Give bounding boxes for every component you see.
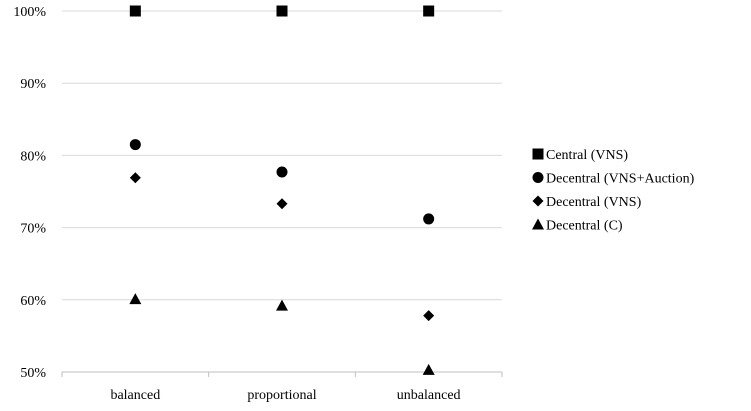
data-point-square bbox=[423, 5, 435, 17]
legend-entry: Decentral (VNS+Auction) bbox=[532, 172, 695, 187]
y-tick-label: 60% bbox=[20, 294, 46, 309]
legend: Central (VNS) Decentral (VNS+Auction) Dece… bbox=[532, 148, 695, 234]
data-point-triangle bbox=[276, 299, 288, 311]
x-tick-label: proportional bbox=[247, 388, 316, 403]
legend-label: Central (VNS) bbox=[546, 148, 628, 163]
x-axis-tick-labels: balanced proportional unbalanced bbox=[110, 388, 460, 403]
y-tick-label: 100% bbox=[13, 5, 46, 20]
y-axis-tick-labels: 50% 60% 70% 80% 90% 100% bbox=[13, 5, 46, 381]
data-point-circle bbox=[423, 213, 435, 225]
legend-label: Decentral (C) bbox=[546, 219, 623, 234]
gridlines bbox=[61, 10, 503, 377]
data-point-triangle bbox=[129, 293, 142, 305]
y-tick-label: 50% bbox=[20, 366, 46, 381]
legend-marker-circle bbox=[532, 172, 544, 183]
y-tick-label: 80% bbox=[20, 149, 46, 164]
x-tick-label: unbalanced bbox=[397, 388, 461, 403]
legend-marker-triangle bbox=[532, 218, 544, 230]
legend-label: Decentral (VNS) bbox=[546, 195, 642, 210]
data-point-square bbox=[129, 5, 141, 17]
legend-label: Decentral (VNS+Auction) bbox=[546, 172, 695, 187]
legend-marker-square bbox=[532, 148, 544, 160]
data-point-circle bbox=[129, 139, 141, 151]
legend-marker-diamond bbox=[532, 195, 544, 207]
legend-entry: Decentral (VNS) bbox=[532, 195, 642, 210]
legend-entry: Decentral (C) bbox=[532, 218, 623, 234]
y-tick-label: 70% bbox=[20, 222, 46, 237]
y-tick-label: 90% bbox=[20, 77, 46, 92]
legend-entry: Central (VNS) bbox=[532, 148, 628, 163]
data-point-diamond bbox=[276, 198, 288, 210]
data-point-square bbox=[276, 5, 288, 17]
x-tick-label: balanced bbox=[110, 388, 160, 403]
data-point-circle bbox=[276, 166, 288, 178]
data-markers bbox=[129, 5, 435, 375]
data-point-diamond bbox=[423, 310, 435, 322]
data-point-diamond bbox=[129, 172, 141, 184]
data-point-triangle bbox=[422, 363, 435, 375]
